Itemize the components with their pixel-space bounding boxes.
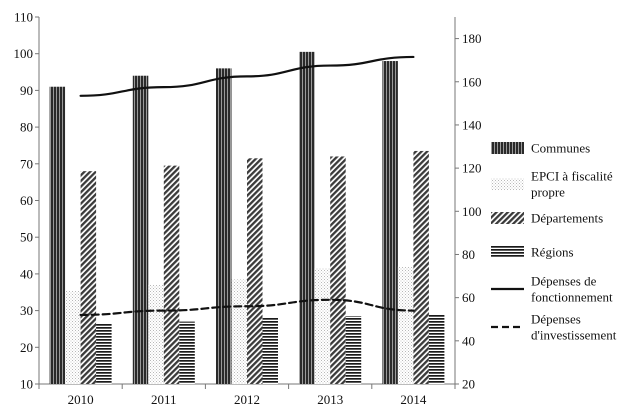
legend-swatch-r-gions (491, 246, 524, 258)
bar-epci-fiscalit-propre (314, 268, 331, 384)
left-tick-label: 70 (20, 156, 33, 171)
bar-marks (49, 51, 445, 385)
x-tick-label: 2012 (234, 392, 260, 407)
left-tick-label: 60 (20, 193, 33, 208)
x-tick-label: 2011 (151, 392, 177, 407)
left-tick-label: 50 (20, 230, 33, 245)
legend-label-d-penses-de-fonctionnement: fonctionnement (531, 290, 613, 305)
left-tick-label: 10 (20, 377, 33, 392)
bar-d-partements (247, 158, 263, 384)
bar-r-gions (179, 321, 195, 384)
left-tick-label: 40 (20, 266, 33, 281)
right-tick-label: 100 (462, 204, 482, 219)
bar-d-partements (80, 171, 97, 384)
bar-communes (216, 68, 232, 384)
bar-epci-fiscalit-propre (397, 266, 414, 384)
bar-r-gions (428, 314, 445, 384)
legend-swatch-epci-fiscalit-propre (491, 178, 524, 190)
right-tick-label: 40 (462, 333, 475, 348)
bar-d-partements (413, 150, 429, 384)
x-axis-ticks: 2010 2011 2012 2013 2014 (38, 384, 456, 407)
legend-label-d-penses-d-investissement: d'investissement (531, 328, 617, 343)
bar-r-gions (262, 317, 278, 384)
legend-label-communes: Communes (531, 141, 590, 156)
bar-r-gions (96, 323, 112, 384)
left-tick-label: 90 (20, 83, 33, 98)
legend-label-d-partements: Départements (531, 211, 603, 226)
bar-d-partements (330, 156, 346, 384)
left-tick-label: 100 (14, 46, 34, 61)
bar-epci-fiscalit-propre (65, 290, 81, 384)
legend-label-r-gions: Régions (531, 245, 574, 260)
x-tick-label: 2014 (400, 392, 427, 407)
line-marks (79, 55, 415, 317)
x-tick-label: 2013 (317, 392, 343, 407)
line-d-penses-de-fonctionnement (79, 55, 415, 97)
right-tick-label: 160 (462, 74, 482, 89)
bar-communes (299, 51, 315, 385)
x-tick-label: 2010 (68, 392, 94, 407)
bar-communes (382, 61, 398, 384)
right-tick-label: 60 (462, 290, 475, 305)
legend-label-epci-fiscalit-propre: EPCI à fiscalité (531, 169, 613, 184)
right-tick-label: 120 (462, 161, 482, 176)
bar-communes (49, 86, 66, 384)
right-tick-label: 80 (462, 247, 475, 262)
bar-r-gions (345, 316, 362, 384)
right-tick-label: 140 (462, 117, 482, 132)
legend-label-epci-fiscalit-propre: propre (531, 185, 565, 200)
right-tick-label: 20 (462, 377, 475, 392)
legend-swatch-communes (491, 142, 524, 154)
left-tick-label: 110 (14, 10, 33, 25)
left-tick-label: 30 (20, 303, 33, 318)
bar-communes (132, 75, 149, 384)
bar-epci-fiscalit-propre (231, 279, 247, 384)
left-tick-label: 20 (20, 340, 33, 355)
bar-d-partements (163, 165, 180, 384)
bar-epci-fiscalit-propre (148, 284, 164, 384)
legend-label-d-penses-de-fonctionnement: Dépenses de (531, 274, 597, 289)
right-tick-label: 180 (462, 31, 482, 46)
left-axis-ticks: 10 20 30 40 50 60 70 80 90 100 110 (14, 10, 39, 392)
right-axis-ticks: 20 40 60 80 100 120 140 160 180 (455, 31, 482, 392)
left-tick-label: 80 (20, 120, 33, 135)
line-d-penses-d-investissement (79, 298, 415, 317)
legend-swatch-d-partements (491, 212, 524, 224)
legend-label-d-penses-d-investissement: Dépenses (531, 312, 581, 327)
